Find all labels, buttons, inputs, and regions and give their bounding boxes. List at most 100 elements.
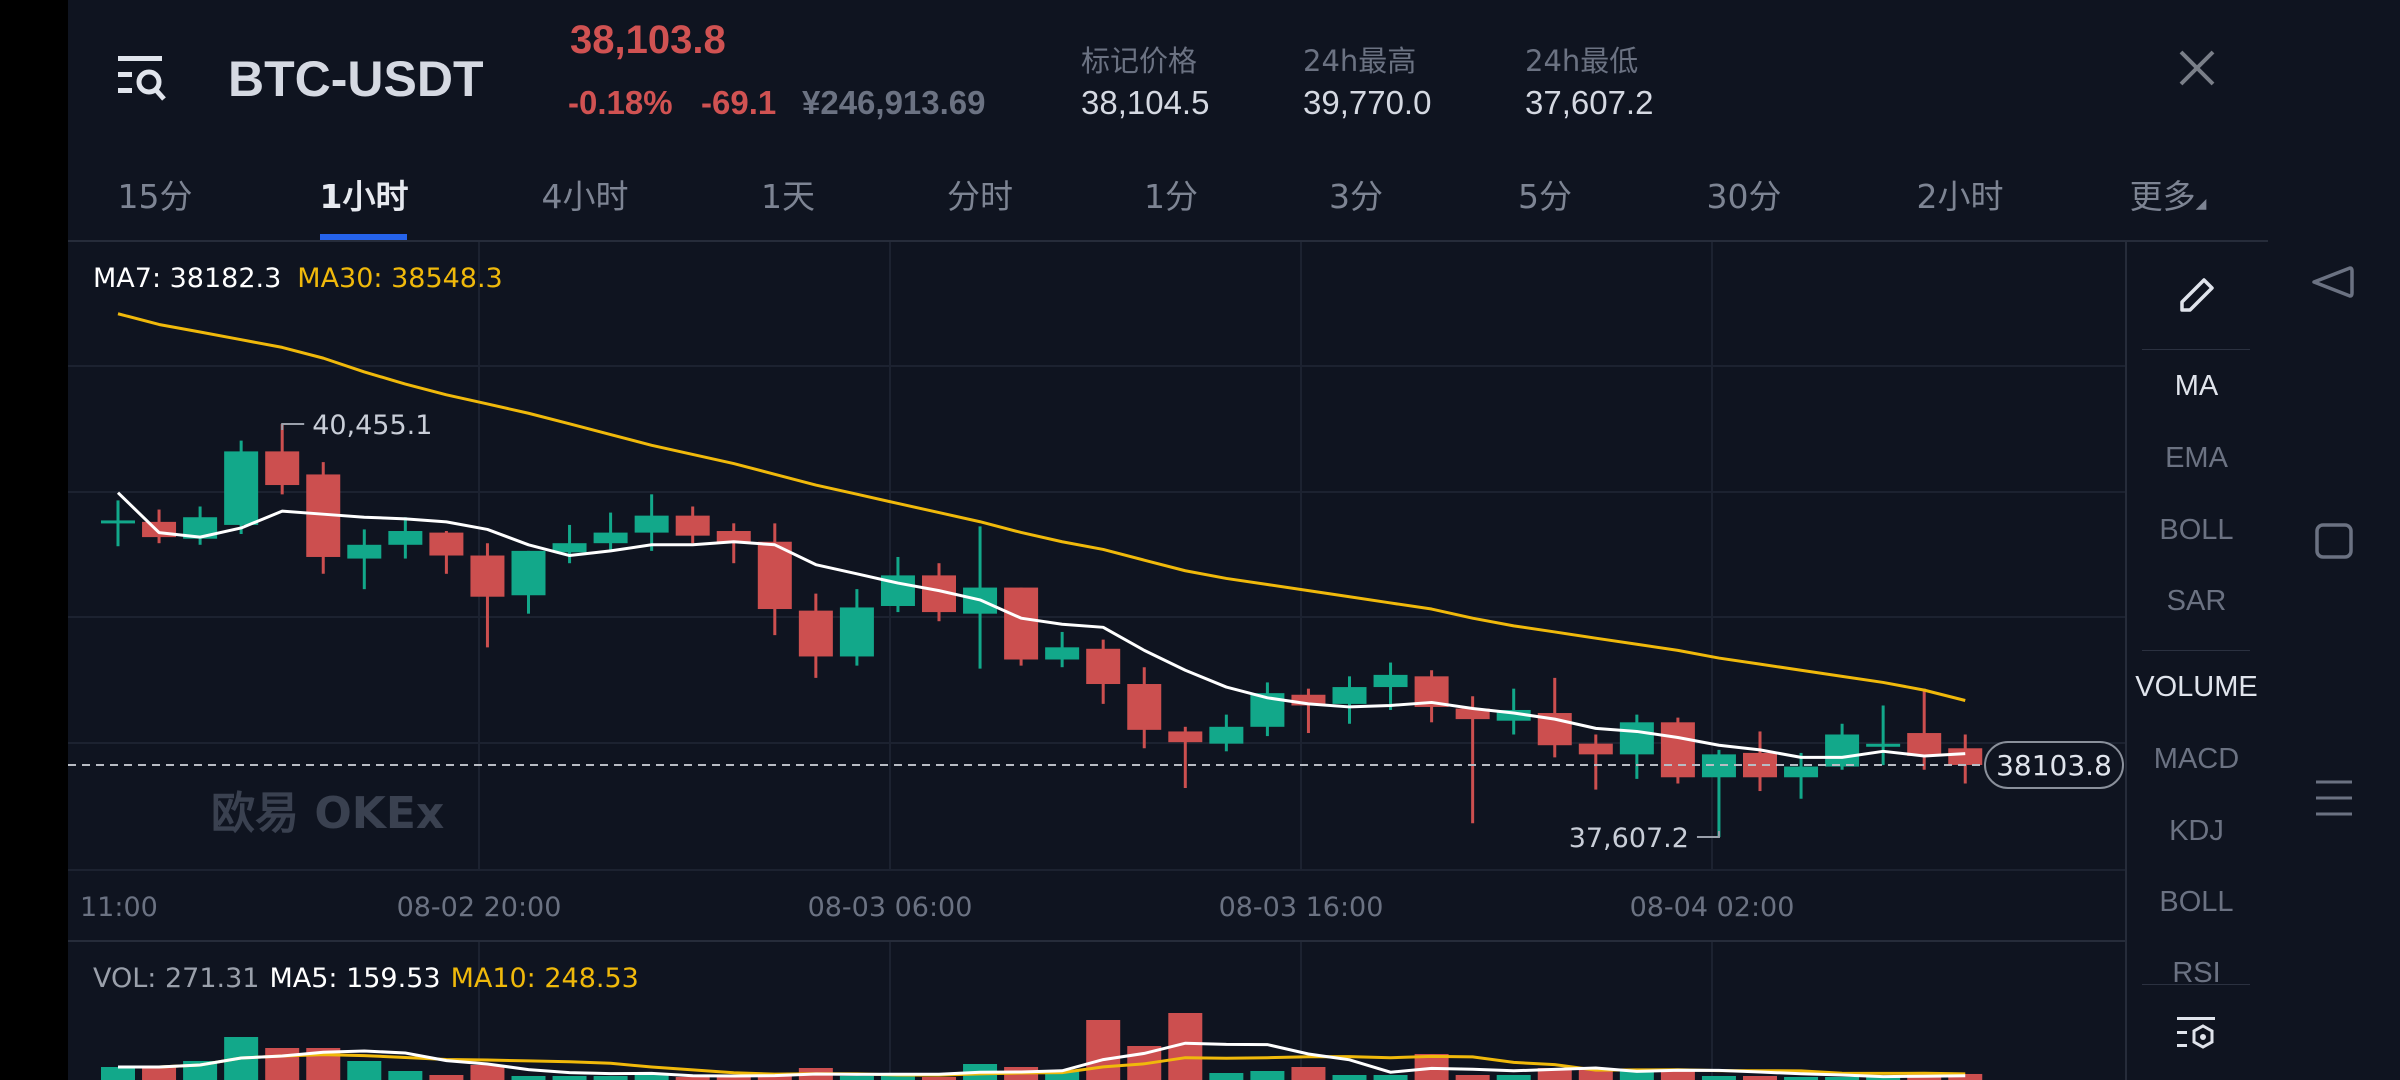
candle: [347, 529, 382, 590]
tab-7[interactable]: 5分: [1518, 170, 1572, 218]
candle-body: [1701, 754, 1736, 778]
tab-label: 分时: [947, 177, 1013, 216]
nav-home-button[interactable]: [2315, 522, 2353, 560]
sidebar-separator: [2142, 984, 2250, 985]
candle-body: [265, 451, 300, 486]
volume-bar: [1086, 1020, 1121, 1080]
candle: [388, 517, 423, 559]
tab-3[interactable]: 1天: [761, 170, 815, 218]
candle-body: [798, 610, 833, 657]
candle-body: [1496, 709, 1531, 721]
volume-ma5-line: [118, 1041, 1966, 1079]
nav-recents-button[interactable]: [2315, 778, 2353, 818]
volume-bar: [265, 1048, 300, 1080]
main-indicator-2[interactable]: BOLL: [2159, 514, 2234, 546]
candle-body: [1660, 722, 1695, 778]
low-24h-label: 24h最低: [1525, 44, 1639, 78]
watermark-logo: 欧易 OKEx: [211, 788, 444, 839]
volume-bar: [1496, 1075, 1531, 1080]
main-indicator-0[interactable]: MA: [2174, 370, 2219, 402]
candle: [1209, 714, 1244, 752]
high-24h-label: 24h最高: [1303, 44, 1417, 78]
mark-price-label: 标记价格: [1081, 44, 1198, 78]
candle-body: [593, 532, 628, 544]
sub-indicator-1[interactable]: MACD: [2153, 743, 2240, 775]
volume-bar: [388, 1071, 423, 1080]
last-price: 38,103.8: [570, 18, 726, 62]
candle: [675, 506, 710, 544]
tab-4[interactable]: 分时: [947, 170, 1013, 218]
candle-body: [1619, 722, 1654, 755]
volume-bar: [511, 1076, 546, 1080]
close-button[interactable]: [2175, 46, 2219, 90]
x-tick-label: 08-02 20:00: [397, 892, 562, 923]
sub-indicator-3[interactable]: BOLL: [2159, 886, 2234, 918]
tab-2[interactable]: 4小时: [542, 170, 629, 218]
candle-body: [511, 550, 546, 596]
sub-indicator-4[interactable]: RSI: [2172, 957, 2221, 983]
pair-search-button[interactable]: [116, 52, 172, 108]
candle: [1045, 631, 1080, 668]
volume-bar: [1866, 1077, 1901, 1080]
candle: [1332, 676, 1367, 724]
candle: [1127, 667, 1162, 749]
volume-bar: [1619, 1071, 1654, 1080]
back-icon: [2312, 266, 2354, 298]
candle-body: [1578, 743, 1613, 755]
volume-bar: [142, 1067, 177, 1080]
candle-body: [1907, 733, 1942, 756]
candle-body: [347, 544, 382, 559]
dropdown-triangle-icon: ◢: [2195, 196, 2207, 212]
change-value: -69.1: [701, 84, 777, 121]
tab-label: 1小时: [319, 177, 409, 216]
cny-price: ¥246,913.69: [802, 84, 986, 121]
indicator-settings-button[interactable]: [2175, 1014, 2219, 1054]
tab-label: 1天: [761, 177, 815, 216]
draw-tool-button[interactable]: [2178, 274, 2218, 314]
change-percent: -0.18%: [568, 84, 673, 121]
candle-body: [1866, 743, 1901, 747]
tab-9[interactable]: 2小时: [1917, 170, 2004, 218]
candle: [1907, 688, 1942, 770]
home-icon: [2315, 523, 2353, 559]
volume-bar: [880, 1076, 915, 1080]
pair-title[interactable]: BTC-USDT: [228, 51, 484, 107]
candle: [1619, 714, 1654, 779]
candle: [593, 512, 628, 551]
candle-body: [757, 541, 792, 610]
volume-bar: [1455, 1075, 1490, 1080]
candle: [1743, 731, 1777, 792]
volume-bar: [1373, 1075, 1408, 1080]
sub-indicator-2[interactable]: KDJ: [2169, 815, 2224, 847]
tab-label: 4小时: [541, 177, 629, 216]
ma30-legend: MA30: 38548.3: [297, 263, 502, 294]
candle: [1168, 726, 1203, 789]
volume-bar: [470, 1065, 505, 1080]
volume-bar: [1825, 1077, 1860, 1080]
tab-10[interactable]: 更多◢: [2130, 170, 2207, 218]
candle-body: [1332, 687, 1367, 704]
volume-bar: [101, 1067, 135, 1080]
candle-body: [429, 532, 464, 556]
main-indicator-1[interactable]: EMA: [2165, 442, 2228, 474]
sidebar-separator: [2142, 650, 2250, 651]
tab-label: 3分: [1329, 177, 1383, 216]
tab-5[interactable]: 1分: [1144, 170, 1198, 218]
volume-bar: [675, 1077, 710, 1080]
tab-8[interactable]: 30分: [1707, 170, 1782, 218]
volume-bar: [1250, 1071, 1285, 1080]
sidebar-separator: [2142, 349, 2250, 350]
sub-indicator-0[interactable]: VOLUME: [2135, 671, 2258, 703]
nav-back-button[interactable]: [2310, 262, 2356, 302]
tab-6[interactable]: 3分: [1329, 170, 1383, 218]
candle-body: [1948, 748, 1983, 765]
candle: [1455, 696, 1490, 824]
ma-legend: MA7: 38182.3 MA30: 38548.3: [93, 263, 503, 294]
candle-body: [552, 543, 587, 553]
tab-1[interactable]: 1小时: [320, 170, 409, 218]
candle-body: [1784, 766, 1819, 778]
main-indicator-3[interactable]: SAR: [2166, 585, 2227, 617]
tab-0[interactable]: 15分: [118, 170, 193, 218]
menu-icon: [2316, 780, 2352, 816]
